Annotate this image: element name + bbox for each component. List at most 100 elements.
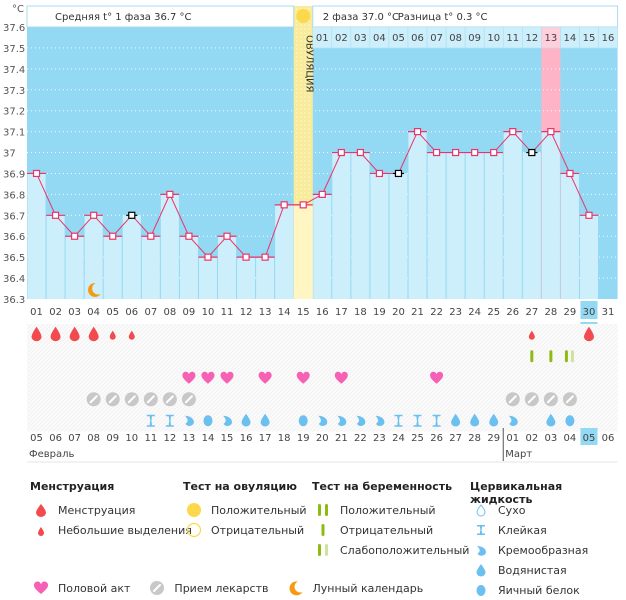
date-label: 26 — [430, 433, 443, 444]
legend-label: Прием лекарств — [174, 581, 269, 595]
temperature-point — [452, 148, 460, 157]
temp-bar — [446, 152, 465, 299]
temperature-point — [394, 169, 403, 178]
temperature-point — [242, 253, 250, 261]
temp-bar — [84, 215, 103, 299]
temp-bar — [27, 173, 46, 299]
watery-icon — [489, 413, 499, 427]
ovulation-positive-icon — [296, 9, 311, 23]
cycle-day-label: 22 — [430, 307, 443, 318]
phase1-average: Средняя t° 1 фаза 36.7 °C — [55, 12, 192, 23]
legend-title: Менструация — [30, 480, 115, 493]
month-label: Март — [505, 449, 532, 460]
cycle-day-label: 27 — [525, 307, 538, 318]
temperature-point — [337, 148, 345, 157]
menstruation-drop-icon — [583, 326, 594, 342]
temperature-point — [432, 148, 441, 157]
y-tick-label: 36.5 — [3, 253, 25, 264]
temp-bar — [313, 194, 332, 299]
date-label: 28 — [468, 433, 481, 444]
luteal-day-label: 16 — [602, 33, 615, 44]
date-label: 05 — [30, 433, 43, 444]
pill-icon — [105, 392, 120, 407]
legend-label: Слабоположительный — [340, 543, 470, 557]
pill-stripe — [527, 395, 536, 404]
legend-label: Сухо — [498, 503, 526, 517]
today-highlight — [580, 428, 598, 445]
date-label: 06 — [602, 433, 615, 444]
luteal-day-label: 12 — [525, 33, 538, 44]
creamy-icon — [318, 415, 328, 426]
test-line — [570, 350, 574, 363]
cycle-day-label: 12 — [240, 307, 253, 318]
legend-ovulation-test: Тест на овуляцию Положительный Отрицател… — [183, 480, 307, 540]
phase1-box — [26, 5, 295, 28]
date-label: 04 — [564, 433, 577, 444]
date-label: 11 — [144, 433, 157, 444]
y-tick-label: 37.4 — [3, 65, 25, 76]
heart-icon — [220, 371, 234, 384]
ovulation-label: ОВУЛЯЦИЯ — [304, 35, 315, 93]
y-tick-label: 37.2 — [3, 107, 25, 118]
temperature-point — [299, 201, 307, 209]
current-day-marker — [580, 322, 598, 324]
temperature-point — [223, 232, 231, 240]
pill-icon — [146, 580, 168, 596]
pill-icon — [124, 392, 139, 407]
pregnancy-negative-icon — [530, 350, 534, 363]
temp-bar — [122, 215, 141, 299]
ovulation-negative-icon — [183, 522, 205, 538]
pill-icon — [143, 392, 158, 407]
date-label: 01 — [506, 433, 519, 444]
spotting-drop-icon — [128, 330, 135, 340]
symbol-grid — [27, 324, 618, 432]
luteal-day-label: 10 — [487, 33, 500, 44]
date-label: 24 — [392, 433, 405, 444]
legend-label: Половой акт — [58, 581, 131, 595]
cycle-day-label: 23 — [449, 307, 462, 318]
pill-stripe — [108, 395, 117, 404]
spotting-drop-icon — [109, 330, 116, 340]
y-tick-label: 37 — [3, 149, 16, 160]
cycle-day-label: 01 — [30, 307, 43, 318]
legend-label: Положительный — [211, 503, 307, 517]
cycle-day-label: 08 — [164, 307, 177, 318]
watery-icon — [546, 413, 556, 427]
cycle-day-label: 06 — [125, 307, 138, 318]
legend: Менструация Менструация Небольшие выделе… — [0, 470, 626, 597]
temperature-difference: Разница t° 0.3 °C — [398, 12, 488, 23]
cycle-day-label: 13 — [259, 307, 272, 318]
sticky-icon — [432, 414, 441, 427]
luteal-day-label: 13 — [545, 33, 558, 44]
temp-bar — [503, 131, 522, 299]
date-label: 02 — [525, 433, 538, 444]
month-label: Февраль — [29, 449, 75, 460]
temperature-point — [356, 148, 364, 157]
cycle-day-label: 14 — [278, 307, 291, 318]
pill-stripe — [565, 395, 574, 404]
cycle-day-label: 16 — [316, 307, 329, 318]
eggwhite-icon — [565, 415, 575, 427]
luteal-day-label: 15 — [583, 33, 596, 44]
temp-bar — [408, 131, 427, 299]
cycle-day-label: 03 — [68, 307, 81, 318]
temperature-point — [71, 232, 79, 240]
pill-icon — [162, 392, 177, 407]
luteal-day-label: 01 — [316, 33, 329, 44]
legend-cervical-fluid: Цервикальная жидкость Сухо Клейкая Кремо… — [470, 480, 626, 600]
y-tick-label: 36.3 — [3, 295, 25, 306]
menstruation-drop-icon — [50, 326, 61, 342]
pill-icon — [505, 392, 520, 407]
temperature-point — [204, 253, 212, 261]
date-label: 22 — [354, 433, 367, 444]
date-label: 20 — [316, 433, 329, 444]
temperature-point — [471, 148, 479, 157]
menstruation-drop-icon — [31, 326, 42, 342]
cycle-day-label: 26 — [506, 307, 519, 318]
temperature-point — [566, 169, 574, 178]
pill-stripe — [508, 395, 517, 404]
eggwhite-icon — [203, 415, 213, 427]
creamy-icon — [375, 415, 385, 426]
luteal-day-label: 11 — [506, 33, 519, 44]
temp-bar — [218, 236, 237, 299]
